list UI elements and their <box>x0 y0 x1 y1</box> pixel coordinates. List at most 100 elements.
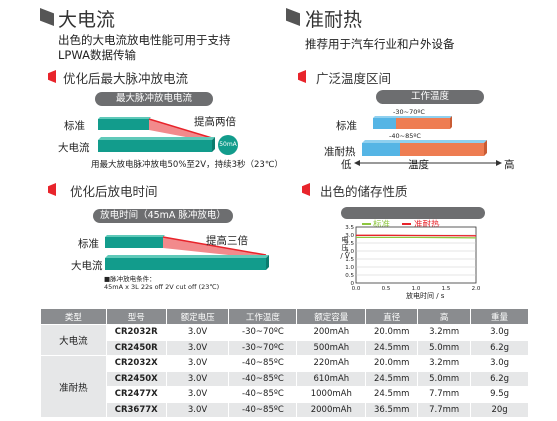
time-condition-line1: ■脉冲放电条件： <box>104 275 156 283</box>
time-condition-line2: 45mA x 3L 22s off 2V cut off (23℃) <box>104 283 220 291</box>
table-header: 重量 <box>470 308 529 325</box>
legend-heat-swatch <box>402 223 411 225</box>
table-cell: -40~85ºC <box>228 370 298 387</box>
y-tick-label: 1.0 <box>345 265 354 271</box>
table-cell: 3.0g <box>470 324 529 341</box>
y-tick-label: 1.5 <box>345 257 354 263</box>
table-cell: CR2032X <box>105 355 167 372</box>
y-tick-label: 0 <box>351 281 355 287</box>
table-header: 类型 <box>40 308 107 325</box>
table-row: CR2477X 3.0V -40~85ºC 1000mAh 24.5mm 7.7mm 9.5… <box>41 386 529 403</box>
table-group-cell: 大电流 <box>40 324 107 356</box>
table-cell: -40~85ºC <box>228 355 298 372</box>
table-cell: -30~70ºC <box>228 324 298 341</box>
table-cell: 3.0V <box>165 355 230 372</box>
table-group-cell: 准耐热 <box>40 355 107 418</box>
table-cell: -40~85ºC <box>228 386 298 403</box>
x-tick-label: 0.5 <box>382 286 391 292</box>
x-tick-label: 2.0 <box>472 286 481 292</box>
temp-axis-high: 高 <box>504 159 515 171</box>
table-cell: 3.0g <box>470 355 529 372</box>
table-header: 型号 <box>105 308 167 325</box>
table-cell: 20.0mm <box>365 324 419 341</box>
left-section-desc-line2: LPWA数据传输 <box>58 48 136 62</box>
subsection-marker-icon <box>302 183 310 196</box>
spec-table: 类型 型号 额定电压 工作温度 额定容量 直径 高 重量 大电流 CR2032R 3… <box>40 308 529 418</box>
table-cell: 9.5g <box>470 386 529 403</box>
table-cell: 5.0mm <box>417 370 472 387</box>
table-cell: 3.2mm <box>417 355 472 372</box>
left-section-title: 大电流 <box>58 9 116 31</box>
temp-heat-blue <box>362 143 400 156</box>
table-cell: 3.0V <box>165 386 230 403</box>
table-row: 大电流 CR2032R 3.0V -30~70ºC 200mAh 20.0mm 3.2mm 3… <box>40 324 529 356</box>
storage-ylabel: 电压 / V <box>340 236 350 260</box>
legend-standard-swatch <box>362 223 371 225</box>
y-tick-label: 2.0 <box>345 249 354 255</box>
table-cell: CR2032R <box>105 324 167 341</box>
temp-pill: 工作温度 <box>376 90 484 104</box>
table-cell: -30~70ºC <box>228 339 298 356</box>
table-cell: 220mAh <box>296 355 367 372</box>
table-cell: 2000mAh <box>296 401 367 418</box>
time-annotation: 提高三倍 <box>206 235 248 247</box>
temp-label-standard: 标准 <box>336 120 357 132</box>
temp-range-standard: -30~70ºC <box>393 108 425 116</box>
table-cell: 24.5mm <box>365 370 419 387</box>
pulse-label-standard: 标准 <box>64 120 85 132</box>
temp-standard-orange <box>396 118 450 129</box>
y-tick-label: 3.5 <box>345 225 354 231</box>
table-row: CR2450R 3.0V -30~70ºC 500mAh 24.5mm 5.0mm 6.2g <box>41 339 529 356</box>
storage-pill <box>341 207 485 219</box>
pulse-subtitle: 优化后最大脉冲放电流 <box>63 71 189 86</box>
y-tick-label: 3.0 <box>345 233 354 239</box>
table-cell: 5.0mm <box>417 339 472 356</box>
pulse-note: 用最大放电脉冲放电50%至2V，持续3秒（23℃） <box>91 160 283 170</box>
time-high-bar <box>105 258 266 270</box>
table-cell: CR3677X <box>105 401 167 418</box>
table-cell: 3.0V <box>165 370 230 387</box>
table-cell: 3.0V <box>165 339 230 356</box>
pulse-badge-circle <box>218 135 238 155</box>
x-tick-label: 1.5 <box>442 286 451 292</box>
table-header: 直径 <box>365 308 419 325</box>
table-header: 额定电压 <box>165 308 230 325</box>
pulse-badge: 50mA <box>219 141 237 148</box>
table-cell: 3.0V <box>165 324 230 341</box>
table-header: 工作温度 <box>228 308 298 325</box>
table-cell: 7.7mm <box>417 401 472 418</box>
table-cell: -40~85ºC <box>228 401 298 418</box>
table-cell: CR2450X <box>105 370 167 387</box>
table-cell: 3.0V <box>165 401 230 418</box>
temp-subtitle: 广泛温度区间 <box>316 71 392 86</box>
time-label-standard: 标准 <box>78 238 99 250</box>
table-cell: 3.2mm <box>417 324 472 341</box>
table-cell: CR2477X <box>105 386 167 403</box>
table-row: CR3677X 3.0V -40~85ºC 2000mAh 36.5mm 7.7mm 20g <box>41 401 529 418</box>
table-cell: 20g <box>470 401 529 418</box>
time-label-high: 大电流 <box>71 260 103 272</box>
table-cell: CR2450R <box>105 339 167 356</box>
table-row: 准耐热 CR2032X 3.0V -40~85ºC 220mAh 20.0mm 3.2mm 3… <box>40 355 529 418</box>
table-cell: 20.0mm <box>365 355 419 372</box>
table-cell: 610mAh <box>296 370 367 387</box>
time-growth-wedge <box>163 237 266 259</box>
subsection-marker-icon <box>48 183 56 196</box>
table-cell: 36.5mm <box>365 401 419 418</box>
right-section-desc: 推荐用于汽车行业和户外设备 <box>305 37 455 51</box>
time-subtitle: 优化后放电时间 <box>70 184 158 199</box>
subsection-marker-icon <box>298 70 306 83</box>
time-pill: 放电时间（45mA 脉冲放电） <box>93 209 233 223</box>
left-section-desc-line1: 出色的大电流放电性能可用于支持 <box>58 33 231 47</box>
pulse-standard-bar <box>98 119 149 130</box>
legend-standard: 标准 <box>373 220 391 230</box>
section-marker-icon <box>286 8 300 26</box>
temp-label-heat: 准耐热 <box>324 146 356 158</box>
table-header: 高 <box>417 308 472 325</box>
x-tick-label: 1.0 <box>412 286 421 292</box>
temp-heat-orange <box>400 143 484 156</box>
legend-heat: 准耐热 <box>414 220 440 230</box>
